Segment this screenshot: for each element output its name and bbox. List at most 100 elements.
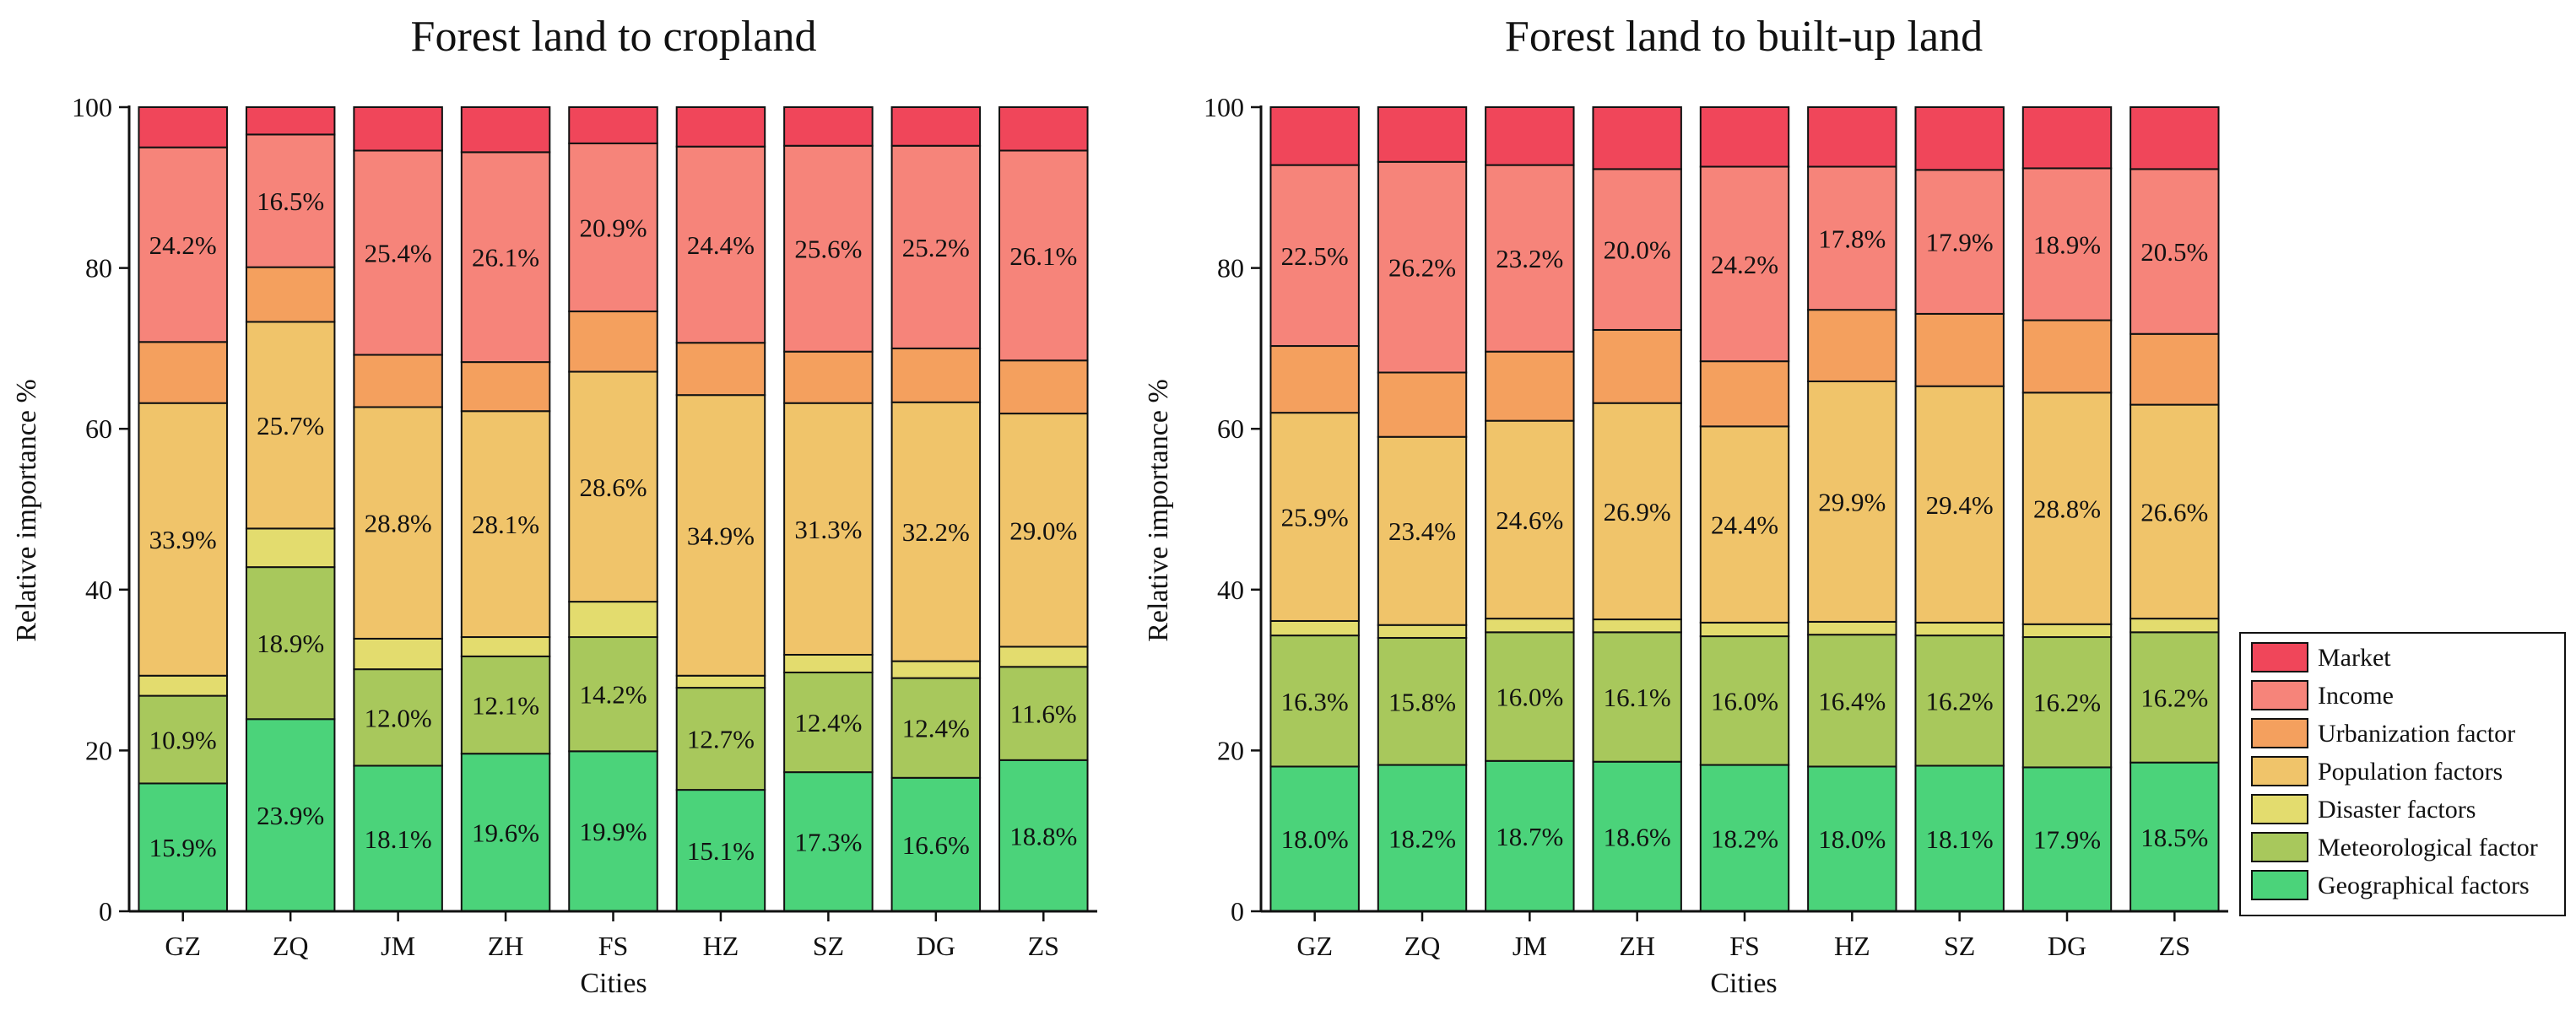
bar-segment — [1485, 759, 1575, 912]
bar-segment — [1269, 412, 1360, 622]
data-label: 20.5% — [2140, 237, 2208, 267]
data-label: 16.2% — [2140, 683, 2208, 713]
bar-segment — [675, 789, 766, 912]
bar-segment — [245, 566, 336, 721]
data-label: 16.4% — [1818, 686, 1886, 716]
data-label: 12.0% — [365, 703, 432, 732]
data-label: 16.0% — [1496, 683, 1563, 712]
bar-segment — [460, 106, 551, 154]
bar-segment — [245, 133, 336, 268]
bar-segment — [138, 694, 228, 785]
bar-segment — [460, 151, 551, 364]
legend-swatch — [2251, 870, 2308, 900]
data-label: 23.9% — [257, 801, 324, 830]
bar-segment — [1807, 380, 1897, 623]
bar-segment — [1807, 106, 1897, 168]
y-tick-label: 40 — [85, 575, 112, 605]
bar-segment — [1914, 106, 2005, 171]
bar-segment — [1699, 165, 1790, 363]
y-tick-label: 100 — [1204, 92, 1244, 122]
data-label: 24.4% — [1711, 510, 1778, 540]
x-tick-label: SZ — [1944, 931, 1975, 961]
data-label: 16.1% — [1604, 683, 1671, 712]
bar-segment — [353, 149, 443, 356]
bar-segment — [138, 106, 228, 149]
bar-segment — [1914, 385, 2005, 624]
bar-segment — [1592, 760, 1682, 912]
bar-segment — [675, 394, 766, 677]
bar-segment — [2021, 167, 2113, 321]
y-axis-label: Relative importance % — [11, 379, 42, 642]
bar-segment — [1914, 635, 2005, 767]
bar-segment — [890, 106, 982, 147]
bar-segment — [675, 674, 766, 689]
y-tick-label: 100 — [72, 92, 112, 122]
data-label: 26.2% — [1388, 253, 1456, 283]
data-label: 18.7% — [1496, 822, 1563, 851]
legend-label: Market — [2318, 644, 2391, 672]
bar-segment — [460, 361, 551, 413]
y-tick-label: 40 — [1217, 575, 1244, 605]
bar-segment — [998, 149, 1089, 362]
bar-segment — [998, 413, 1089, 648]
legend-label: Population factors — [2318, 758, 2503, 786]
data-label: 23.2% — [1496, 244, 1563, 273]
x-tick-label: ZS — [2159, 931, 2190, 961]
bar-segment — [353, 406, 443, 640]
chart-title: Forest land to cropland — [411, 13, 817, 61]
data-label: 34.9% — [687, 521, 755, 550]
data-label: 15.8% — [1388, 687, 1456, 716]
data-label: 28.8% — [2033, 494, 2101, 524]
bar-segment — [1269, 635, 1360, 768]
data-label: 29.9% — [1818, 487, 1886, 516]
bar-segment — [460, 753, 551, 912]
x-tick-label: ZQ — [273, 931, 309, 961]
legend-label: Disaster factors — [2318, 796, 2476, 824]
bar-segment — [460, 655, 551, 755]
cropland-chart: Forest land to cropland Relative importa… — [11, 13, 1097, 999]
bar-segment — [1485, 618, 1575, 634]
bar-segment — [1269, 345, 1360, 414]
bar-segment — [783, 144, 874, 353]
bar-segment — [783, 653, 874, 673]
x-tick-label: GZ — [1296, 931, 1333, 961]
bar-segment — [2130, 106, 2220, 170]
bar-segment — [138, 341, 228, 404]
data-label: 18.9% — [257, 629, 324, 658]
bar-segment — [890, 144, 982, 349]
data-label: 15.9% — [149, 833, 217, 862]
bar-segment — [353, 106, 443, 152]
y-axis-label: Relative importance % — [1143, 379, 1174, 642]
bar-segment — [245, 527, 336, 569]
legend-label: Income — [2318, 682, 2394, 710]
bar-segment — [2130, 631, 2220, 764]
data-label: 29.4% — [1926, 490, 1994, 520]
data-label: 15.1% — [687, 836, 755, 866]
bar-segment — [2021, 623, 2113, 639]
x-tick-label: ZH — [1619, 931, 1655, 961]
data-label: 20.0% — [1604, 235, 1671, 265]
bar-segment — [1699, 635, 1790, 766]
legend-label: Geographical factors — [2318, 872, 2530, 899]
data-label: 26.9% — [1604, 497, 1671, 527]
bar-segment — [890, 347, 982, 403]
bar-segment — [2130, 761, 2220, 912]
bar-segment — [1807, 309, 1897, 382]
y-tick-label: 20 — [1217, 735, 1244, 765]
bar-segment — [1377, 624, 1468, 639]
bar-segment — [1699, 621, 1790, 638]
data-label: 12.7% — [687, 725, 755, 754]
bar-segment — [2021, 636, 2113, 769]
bar-segment — [1914, 312, 2005, 387]
bar-segment — [675, 687, 766, 791]
data-label: 25.4% — [365, 238, 432, 267]
data-label: 10.9% — [149, 726, 217, 755]
bar-segment — [460, 636, 551, 657]
data-label: 33.9% — [149, 525, 217, 554]
legend-label: Urbanization factor — [2318, 720, 2515, 748]
bar-segment — [1699, 360, 1790, 428]
bar-segment — [783, 402, 874, 656]
bar-segment — [890, 660, 982, 679]
bar-segment — [245, 321, 336, 530]
bar-segment — [1377, 371, 1468, 438]
